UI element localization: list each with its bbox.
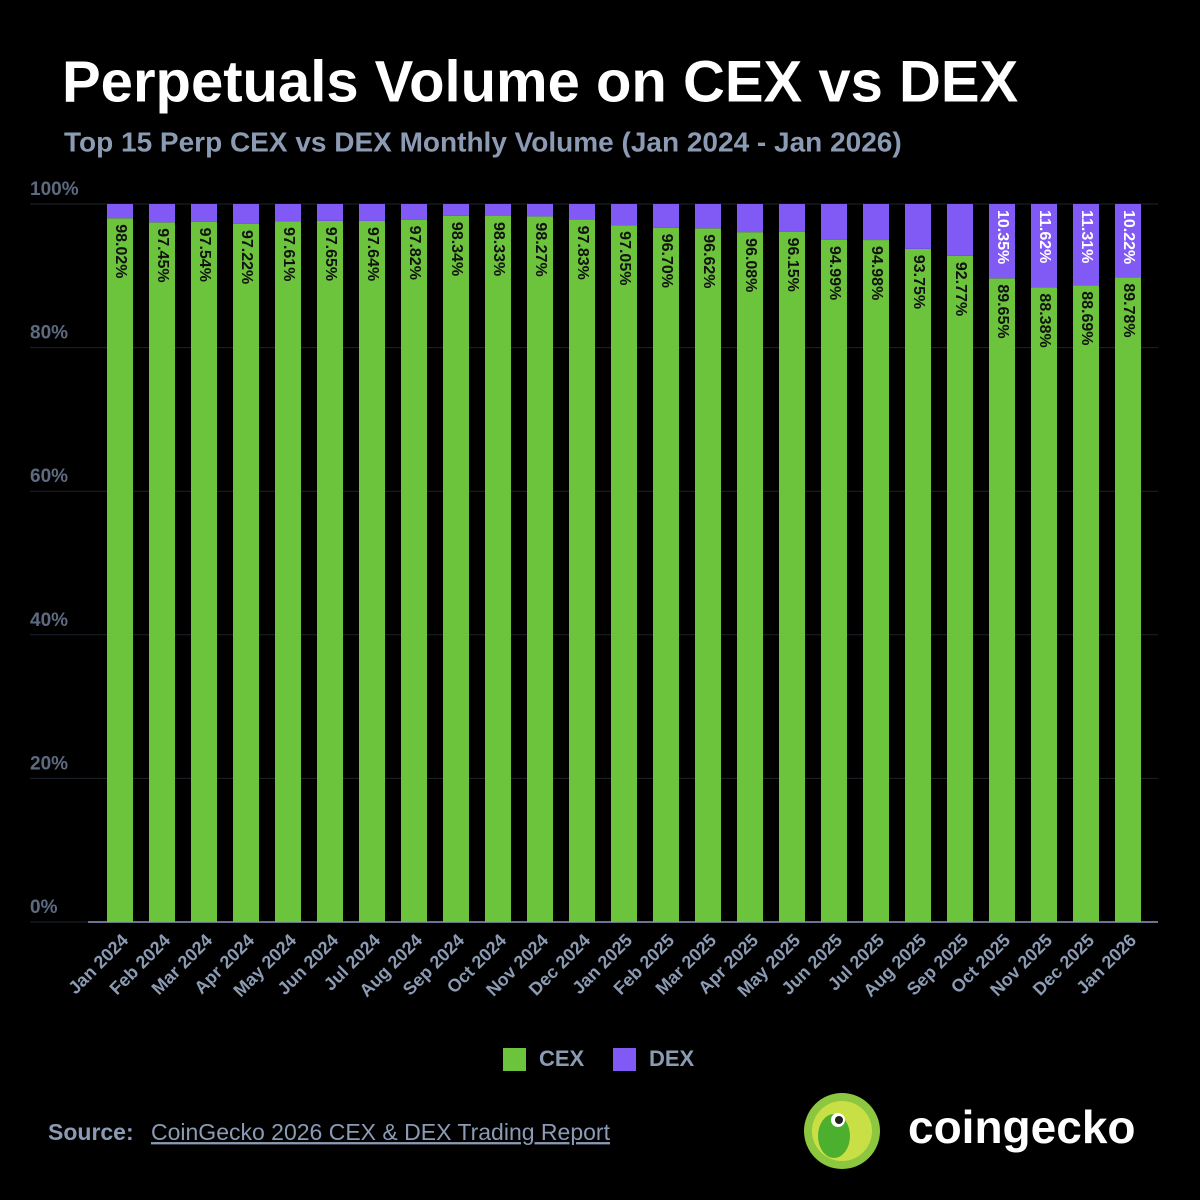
value-label: 10.35%	[994, 210, 1011, 264]
bar-segment	[569, 219, 595, 923]
bar-segment	[359, 204, 385, 221]
bar-segment	[1031, 287, 1057, 922]
bar-segment	[275, 221, 301, 922]
bar-segment	[989, 278, 1015, 922]
value-label: 96.70%	[658, 234, 675, 288]
value-label: 89.65%	[994, 284, 1011, 338]
bar-segment	[905, 248, 931, 922]
chart-subtitle: Top 15 Perp CEX vs DEX Monthly Volume (J…	[64, 126, 902, 157]
legend-swatch	[613, 1048, 636, 1071]
value-label: 97.64%	[364, 227, 381, 281]
bar-segment	[233, 223, 259, 923]
value-label: 97.65%	[322, 227, 339, 281]
bar-segment	[863, 240, 889, 923]
value-label: 97.45%	[154, 228, 171, 282]
value-label: 11.31%	[1078, 210, 1095, 263]
legend-label: DEX	[649, 1046, 695, 1071]
value-label: 98.34%	[448, 222, 465, 276]
bar-segment	[149, 222, 175, 922]
bar-segment	[275, 204, 301, 222]
bar-segment	[695, 228, 721, 922]
value-label: 94.98%	[868, 246, 885, 300]
bar-segment	[737, 204, 763, 233]
y-tick-label: 20%	[30, 753, 68, 774]
bar-segment	[779, 231, 805, 922]
bar-segment	[317, 204, 343, 221]
bar-segment	[779, 204, 805, 232]
bar-segment	[1073, 204, 1099, 286]
y-tick-label: 40%	[30, 610, 68, 631]
value-label: 94.99%	[826, 246, 843, 300]
bar-segment	[485, 215, 511, 922]
bar-segment	[149, 204, 175, 223]
value-label: 92.77%	[952, 262, 969, 316]
bar-segment	[1115, 204, 1141, 278]
value-label: 97.54%	[196, 228, 213, 282]
legend-swatch	[503, 1048, 526, 1071]
bar-segment	[1073, 285, 1099, 922]
value-label: 96.15%	[784, 238, 801, 292]
value-label: 97.22%	[238, 230, 255, 284]
bar-segment	[905, 204, 931, 249]
bar-segment	[947, 204, 973, 256]
legend-label: CEX	[539, 1046, 585, 1071]
bar-segment	[191, 221, 217, 923]
bar-segment	[443, 204, 469, 216]
bar-segment	[1115, 277, 1141, 922]
bar-segment	[401, 204, 427, 220]
value-label: 88.38%	[1036, 293, 1053, 347]
bar-segment	[653, 204, 679, 228]
bar-segment	[611, 204, 637, 226]
bar-segment	[359, 220, 385, 922]
value-label: 89.78%	[1120, 283, 1137, 337]
value-label: 96.62%	[700, 234, 717, 288]
value-label: 97.61%	[280, 227, 297, 281]
bar-segment	[947, 255, 973, 923]
brand-name: coingecko	[908, 1101, 1136, 1153]
bar-segment	[821, 204, 847, 240]
value-label: 10.22%	[1120, 210, 1137, 264]
bar-segment	[527, 204, 553, 217]
value-label: 97.05%	[616, 231, 633, 285]
value-label: 98.33%	[490, 222, 507, 276]
bar-segment	[107, 218, 133, 922]
bar-segment	[695, 204, 721, 229]
source-label: Source:	[48, 1119, 134, 1145]
bar-segment	[401, 219, 427, 922]
bar-segment	[863, 204, 889, 241]
bar-segment	[653, 227, 679, 923]
source-link[interactable]: CoinGecko 2026 CEX & DEX Trading Report	[151, 1119, 611, 1145]
bar-segment	[737, 232, 763, 922]
chart-title: Perpetuals Volume on CEX vs DEX	[62, 49, 1019, 114]
value-label: 11.62%	[1036, 210, 1053, 263]
y-tick-label: 0%	[30, 897, 58, 918]
bar-segment	[317, 220, 343, 923]
bar-segment	[443, 215, 469, 922]
bar-segment	[233, 204, 259, 224]
value-label: 98.27%	[532, 222, 549, 276]
value-label: 96.08%	[742, 238, 759, 292]
bar-segment	[527, 216, 553, 923]
bar-segment	[821, 239, 847, 922]
bar-segment	[611, 225, 637, 922]
bar-segment	[191, 204, 217, 222]
bar-segment	[989, 204, 1015, 279]
value-label: 97.82%	[406, 226, 423, 280]
bar-segment	[485, 204, 511, 216]
y-tick-label: 80%	[30, 323, 68, 344]
value-label: 88.69%	[1078, 291, 1095, 345]
value-label: 93.75%	[910, 255, 927, 309]
value-label: 97.83%	[574, 226, 591, 280]
value-label: 98.02%	[112, 224, 129, 278]
bar-segment	[1031, 204, 1057, 288]
bar-segment	[569, 204, 595, 220]
y-tick-label: 60%	[30, 466, 68, 487]
logo	[804, 1093, 880, 1169]
y-tick-label: 100%	[30, 179, 79, 200]
bar-segment	[107, 204, 133, 219]
